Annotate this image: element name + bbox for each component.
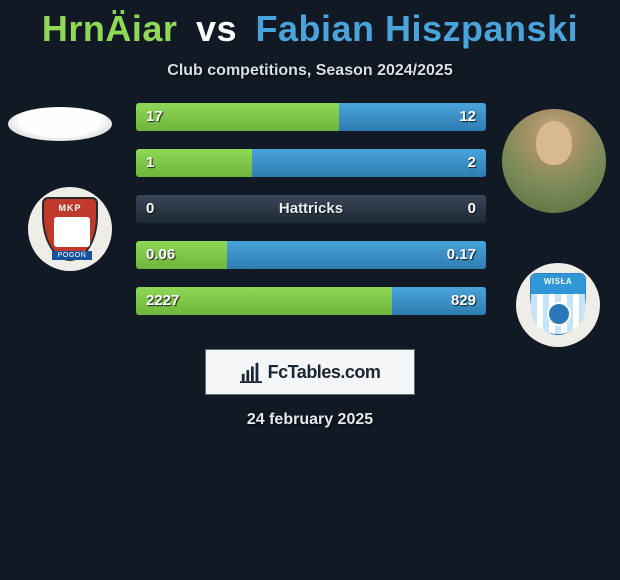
stat-value-left: 1 xyxy=(146,149,154,177)
stats-table: 1712Matches12Goals00Hattricks0.060.17Goa… xyxy=(136,103,486,333)
badge-crest-disc xyxy=(547,302,571,326)
subtitle: Club competitions, Season 2024/2025 xyxy=(0,62,620,80)
vs-text: vs xyxy=(196,8,237,49)
stat-value-right: 0 xyxy=(468,195,476,223)
stat-value-left: 2227 xyxy=(146,287,179,315)
player1-avatar xyxy=(8,107,112,141)
stat-row: 12Goals xyxy=(136,149,486,177)
player2-club-badge: WISŁA xyxy=(516,263,600,347)
stat-value-left: 17 xyxy=(146,103,163,131)
stat-value-right: 2 xyxy=(468,149,476,177)
date-text: 24 february 2025 xyxy=(0,411,620,429)
badge-inner xyxy=(54,217,90,247)
player2-avatar xyxy=(502,109,606,213)
player2-name: Fabian Hiszpanski xyxy=(256,8,579,49)
stat-value-right: 12 xyxy=(459,103,476,131)
stat-label: Hattricks xyxy=(279,195,343,223)
badge-shield xyxy=(42,197,98,261)
player1-name: HrnÄiar xyxy=(42,8,178,49)
stat-row: 0.060.17Goals per match xyxy=(136,241,486,269)
badge-crest-label: WISŁA xyxy=(531,277,585,286)
badge-crest: WISŁA xyxy=(530,273,586,335)
comparison-title: HrnÄiar vs Fabian Hiszpanski xyxy=(0,0,620,50)
stat-value-left: 0 xyxy=(146,195,154,223)
stat-value-right: 0.17 xyxy=(447,241,476,269)
stat-left-bar xyxy=(136,103,339,131)
bar-chart-icon xyxy=(240,361,262,383)
stat-row: 2227829Min per goal xyxy=(136,287,486,315)
stat-row: 1712Matches xyxy=(136,103,486,131)
brand-text: FcTables.com xyxy=(268,362,381,383)
stat-row: 0 0 Hattricks xyxy=(136,195,486,223)
stat-value-right: 829 xyxy=(451,287,476,315)
stat-value-left: 0.06 xyxy=(146,241,175,269)
stat-right-bar xyxy=(252,149,487,177)
player1-club-badge xyxy=(28,187,112,271)
brand-box: FcTables.com xyxy=(205,349,415,395)
